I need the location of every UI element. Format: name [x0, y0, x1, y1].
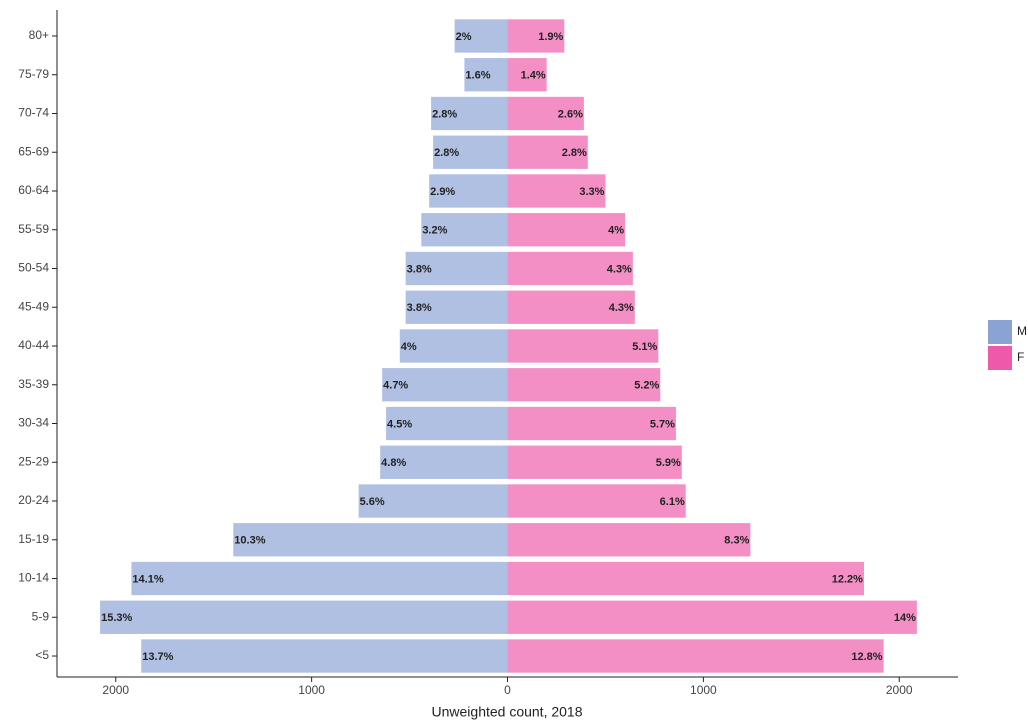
legend-label: M: [1017, 324, 1027, 338]
y-tick-label: 5-9: [32, 609, 50, 623]
bar: [507, 523, 751, 557]
bar: [507, 600, 917, 634]
bar: [399, 329, 508, 363]
y-tick-label: 15-19: [18, 532, 49, 546]
value-label: 12.8%: [851, 651, 882, 663]
bar: [507, 639, 884, 673]
legend-key: [988, 346, 1012, 370]
y-tick-label: 40-44: [18, 338, 49, 352]
value-label: 1.6%: [465, 70, 490, 82]
bar: [429, 174, 508, 208]
bar: [507, 368, 661, 402]
y-tick-label: 75-79: [18, 67, 49, 81]
y-tick-label: 60-64: [18, 183, 49, 197]
bar: [507, 213, 626, 247]
value-label: 4.5%: [387, 418, 412, 430]
bar: [507, 484, 686, 518]
bar: [421, 213, 508, 247]
y-tick-label: 80+: [29, 28, 49, 42]
bar: [507, 290, 635, 324]
value-label: 6.1%: [660, 496, 685, 508]
value-label: 5.9%: [656, 457, 681, 469]
bar: [405, 251, 508, 286]
value-label: 12.2%: [832, 573, 863, 585]
bar: [507, 135, 588, 169]
value-label: 4.3%: [609, 302, 634, 314]
value-label: 3.8%: [407, 263, 432, 275]
y-tick-label: 55-59: [18, 222, 49, 236]
bar: [358, 484, 508, 518]
value-label: 3.3%: [579, 186, 604, 198]
value-label: 13.7%: [142, 651, 173, 663]
legend-label: F: [1017, 350, 1024, 364]
value-label: 4.3%: [607, 263, 632, 275]
bar: [380, 445, 508, 479]
value-label: 2%: [456, 31, 472, 43]
y-tick-label: 35-39: [18, 377, 49, 391]
bar: [507, 406, 676, 441]
bar: [507, 561, 864, 596]
bar: [141, 639, 508, 673]
bar: [507, 96, 584, 131]
bar: [131, 561, 508, 596]
x-tick-label: 1000: [298, 683, 325, 697]
value-label: 1.4%: [521, 70, 546, 82]
y-tick-label: 25-29: [18, 454, 49, 468]
value-label: 4.7%: [383, 380, 408, 392]
value-label: 10.3%: [234, 535, 265, 547]
bar: [507, 251, 633, 286]
value-label: 5.6%: [360, 496, 385, 508]
bar: [507, 58, 547, 92]
bar: [507, 174, 606, 208]
bar: [507, 19, 565, 53]
x-tick-label: 0: [504, 683, 511, 697]
bar: [405, 290, 508, 324]
bar: [233, 523, 508, 557]
value-label: 5.2%: [634, 380, 659, 392]
bar: [454, 19, 508, 53]
bar: [431, 96, 508, 131]
x-tick-label: 2000: [102, 683, 129, 697]
value-label: 3.2%: [422, 225, 447, 237]
bar: [382, 368, 508, 402]
y-tick-label: <5: [35, 648, 49, 662]
value-label: 14%: [894, 612, 916, 624]
bar: [464, 58, 508, 92]
y-tick-label: 20-24: [18, 493, 49, 507]
legend-key: [988, 320, 1012, 344]
bar: [386, 406, 508, 441]
value-label: 4%: [401, 341, 417, 353]
x-tick-label: 1000: [690, 683, 717, 697]
x-tick-label: 2000: [886, 683, 913, 697]
value-label: 5.7%: [650, 418, 675, 430]
y-tick-label: 70-74: [18, 106, 49, 120]
value-label: 2.8%: [432, 108, 457, 120]
y-tick-label: 45-49: [18, 299, 49, 313]
y-tick-label: 10-14: [18, 571, 49, 585]
value-label: 8.3%: [724, 535, 749, 547]
bar: [100, 600, 508, 634]
y-tick-label: 30-34: [18, 416, 49, 430]
value-label: 2.8%: [434, 147, 459, 159]
value-label: 3.8%: [407, 302, 432, 314]
bar: [507, 329, 659, 363]
value-label: 15.3%: [101, 612, 132, 624]
bar: [507, 445, 682, 479]
value-label: 2.8%: [562, 147, 587, 159]
value-label: 5.1%: [632, 341, 657, 353]
value-label: 4%: [608, 225, 624, 237]
y-tick-label: 50-54: [18, 261, 49, 275]
value-label: 2.9%: [430, 186, 455, 198]
value-label: 14.1%: [132, 573, 163, 585]
y-tick-label: 65-69: [18, 144, 49, 158]
bar: [433, 135, 508, 169]
value-label: 2.6%: [558, 108, 583, 120]
x-axis-title: Unweighted count, 2018: [432, 704, 583, 720]
value-label: 1.9%: [538, 31, 563, 43]
value-label: 4.8%: [381, 457, 406, 469]
